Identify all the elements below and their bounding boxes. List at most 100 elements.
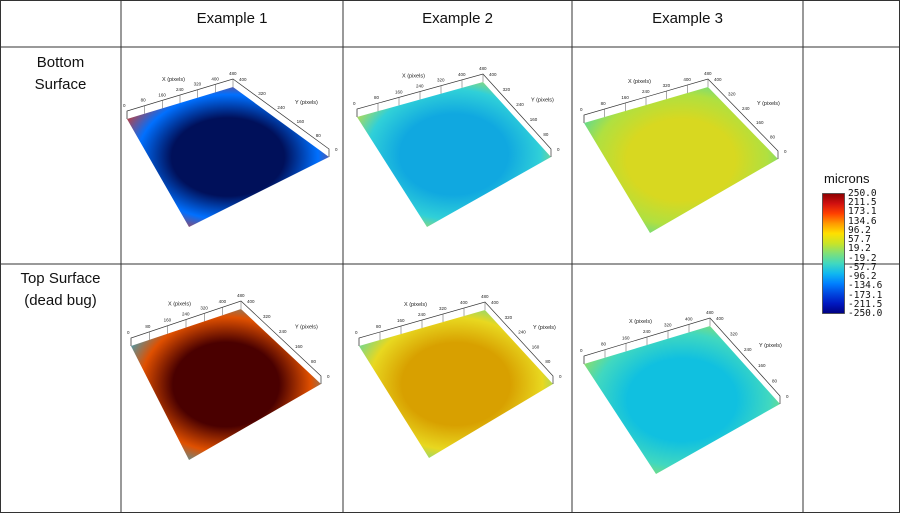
x-axis-label: X (pixels) bbox=[168, 302, 191, 308]
x-tick-label: 480 bbox=[706, 310, 714, 315]
y-tick-label: 320 bbox=[258, 91, 266, 96]
x-tick-label: 160 bbox=[622, 335, 630, 340]
y-tick-label: 240 bbox=[516, 102, 524, 107]
x-tick-label: 480 bbox=[481, 294, 489, 299]
y-tick-label: 80 bbox=[316, 133, 322, 138]
x-tick-label: 320 bbox=[439, 306, 447, 311]
legend-tick-label: -134.6 bbox=[848, 280, 883, 292]
legend-tick-label: 250.0 bbox=[848, 188, 877, 199]
x-tick-label: 160 bbox=[164, 318, 172, 323]
y-tick-label: 0 bbox=[335, 147, 338, 152]
legend-tick-label: 134.6 bbox=[848, 215, 877, 227]
x-tick-label: 320 bbox=[194, 82, 202, 87]
y-tick-label: 80 bbox=[770, 135, 776, 140]
surface-mesh bbox=[359, 310, 553, 458]
x-axis-label: X (pixels) bbox=[162, 77, 185, 83]
x-tick-label: 240 bbox=[176, 87, 184, 92]
y-tick-label: 0 bbox=[559, 374, 562, 379]
x-tick-label: 400 bbox=[458, 72, 466, 77]
y-tick-label: 0 bbox=[557, 147, 560, 152]
y-tick-label: 400 bbox=[489, 72, 497, 77]
x-tick-label: 80 bbox=[374, 95, 380, 100]
legend-tick-label: 173.1 bbox=[848, 206, 877, 218]
y-tick-label: 240 bbox=[277, 105, 285, 110]
x-tick-label: 80 bbox=[601, 342, 607, 347]
legend-tick-label: -57.7 bbox=[848, 261, 877, 273]
colorbar bbox=[822, 193, 845, 314]
y-tick-label: 80 bbox=[543, 132, 549, 137]
y-tick-label: 320 bbox=[263, 314, 271, 319]
row-label-line2: Surface bbox=[34, 76, 87, 93]
y-tick-label: 80 bbox=[545, 359, 551, 364]
y-tick-label: 0 bbox=[327, 374, 330, 379]
row-label-line1: Bottom bbox=[36, 54, 85, 71]
legend-tick-label: -173.1 bbox=[848, 289, 883, 301]
column-header-example-3: Example 3 bbox=[652, 10, 723, 27]
y-tick-label: 160 bbox=[297, 119, 305, 124]
row-label-line2: (dead bug) bbox=[24, 292, 97, 309]
x-tick-label: 0 bbox=[580, 348, 583, 353]
x-tick-label: 400 bbox=[211, 76, 219, 81]
y-tick-label: 160 bbox=[758, 363, 766, 368]
x-tick-label: 160 bbox=[395, 89, 403, 94]
x-tick-label: 0 bbox=[127, 330, 130, 335]
row-label-top-surface: Top Surface (dead bug) bbox=[0, 268, 121, 312]
x-axis-label: X (pixels) bbox=[628, 79, 651, 85]
y-tick-label: 160 bbox=[756, 120, 764, 125]
y-tick-label: 320 bbox=[728, 91, 736, 96]
y-tick-label: 400 bbox=[716, 316, 724, 321]
surface-mesh bbox=[584, 326, 780, 474]
x-tick-label: 0 bbox=[353, 101, 356, 106]
surface-mesh bbox=[127, 87, 329, 227]
legend-tick-label: 57.7 bbox=[848, 234, 871, 246]
x-tick-label: 160 bbox=[158, 92, 166, 97]
y-axis-label: Y (pixels) bbox=[531, 98, 554, 104]
x-tick-label: 480 bbox=[237, 293, 245, 298]
x-tick-label: 320 bbox=[663, 83, 671, 88]
y-tick-label: 80 bbox=[311, 359, 317, 364]
y-tick-label: 240 bbox=[744, 347, 752, 352]
legend-tick-label: -96.2 bbox=[848, 271, 877, 283]
y-tick-label: 400 bbox=[239, 77, 247, 82]
y-tick-label: 0 bbox=[784, 149, 787, 154]
y-axis-label: Y (pixels) bbox=[295, 325, 318, 331]
y-tick-label: 320 bbox=[730, 332, 738, 337]
x-tick-label: 80 bbox=[376, 324, 382, 329]
x-tick-label: 400 bbox=[219, 299, 227, 304]
legend-tick-label: -19.2 bbox=[848, 252, 877, 264]
legend-title: microns bbox=[824, 171, 870, 186]
y-axis-label: Y (pixels) bbox=[757, 101, 780, 107]
x-tick-label: 160 bbox=[397, 318, 405, 323]
row-label-line1: Top Surface bbox=[20, 270, 101, 287]
x-tick-label: 240 bbox=[416, 84, 424, 89]
x-tick-label: 240 bbox=[182, 312, 190, 317]
x-tick-label: 320 bbox=[200, 305, 208, 310]
y-tick-label: 0 bbox=[786, 394, 789, 399]
legend-tick-label: 19.2 bbox=[848, 243, 871, 255]
x-axis-label: X (pixels) bbox=[402, 74, 425, 80]
y-tick-label: 160 bbox=[530, 117, 538, 122]
x-tick-label: 400 bbox=[460, 300, 468, 305]
x-tick-label: 320 bbox=[437, 78, 445, 83]
x-tick-label: 0 bbox=[123, 103, 126, 108]
y-tick-label: 240 bbox=[742, 106, 750, 111]
column-header-example-2: Example 2 bbox=[422, 10, 493, 27]
y-tick-label: 240 bbox=[518, 330, 526, 335]
y-axis-label: Y (pixels) bbox=[759, 343, 782, 349]
y-tick-label: 320 bbox=[505, 315, 513, 320]
legend-tick-label: 211.5 bbox=[848, 197, 877, 209]
y-tick-label: 400 bbox=[491, 300, 499, 305]
x-tick-label: 240 bbox=[642, 89, 650, 94]
y-axis-label: Y (pixels) bbox=[533, 325, 556, 331]
x-tick-label: 160 bbox=[621, 95, 629, 100]
y-tick-label: 160 bbox=[295, 344, 303, 349]
x-tick-label: 480 bbox=[229, 71, 237, 76]
x-tick-label: 480 bbox=[479, 66, 487, 71]
x-tick-label: 480 bbox=[704, 71, 712, 76]
